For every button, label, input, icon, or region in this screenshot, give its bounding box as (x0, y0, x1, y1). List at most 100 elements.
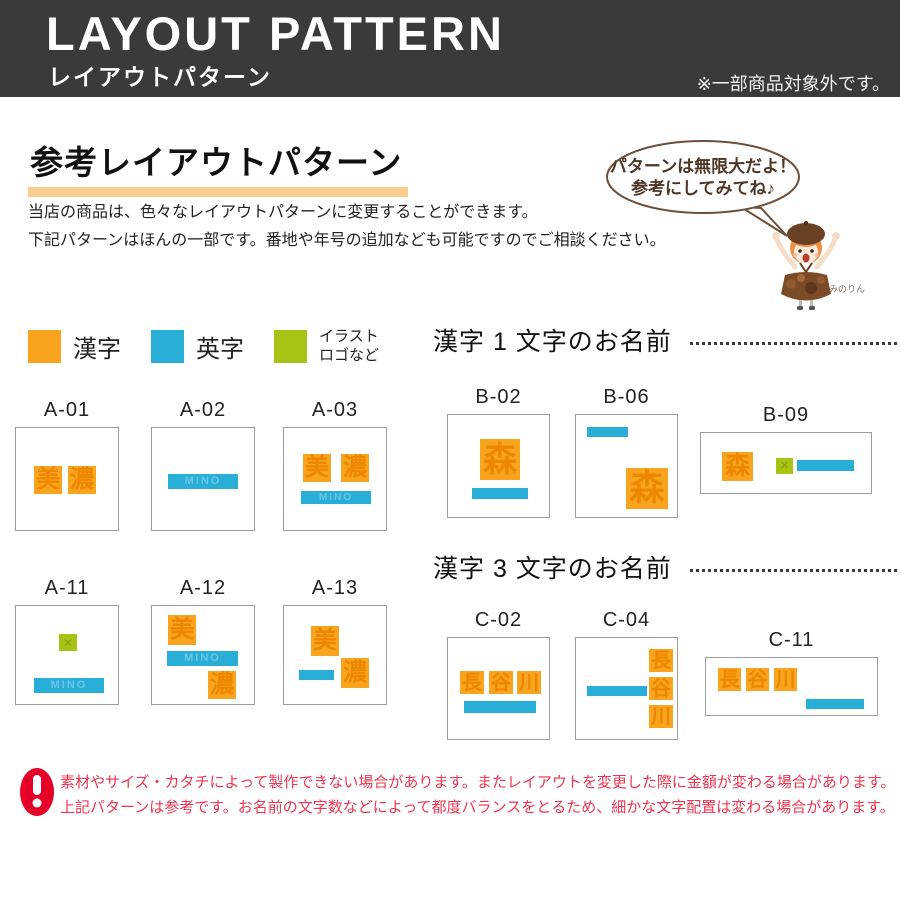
kanji-block: 川 (517, 671, 541, 694)
alpha-hint-text: MINO (50, 679, 88, 691)
kanji-block: 川 (774, 668, 797, 691)
pattern-B-09: B-09 森 ✕ (700, 404, 872, 494)
section-title: 漢字 1 文字のお名前 (433, 328, 672, 356)
pattern-label: A-12 (179, 577, 227, 599)
pattern-box: 長谷川 (575, 637, 678, 740)
alpha-hint-text: MINO (318, 491, 354, 503)
page-subtitle: レイアウトパターン (48, 64, 272, 90)
illust-mark: ✕ (62, 635, 74, 650)
section-title: 漢字 3 文字のお名前 (433, 555, 672, 583)
kanji-glyph: 川 (775, 668, 796, 691)
pattern-C-02: C-02 長谷川 (447, 609, 550, 740)
kanji-glyph: 濃 (343, 454, 367, 481)
legend-label-illust: イラスト ロゴなど (319, 328, 380, 364)
warning-text: 素材やサイズ・カタチによって製作できない場合があります。またレイアウトを変更した… (60, 770, 895, 820)
legend-item-kanji: 漢字 (28, 329, 121, 364)
kanji-block: 美 (303, 454, 331, 482)
mascot-speech-bubble: パターンは無限大だよ！ 参考にしてみてね♪ (606, 140, 865, 310)
pattern-box: MINO (151, 427, 255, 531)
pattern-label: C-04 (602, 609, 651, 631)
alpha-block (587, 427, 628, 437)
kanji-block: 濃 (208, 671, 236, 699)
alpha-block: MINO (34, 678, 104, 693)
kanji-glyph: 濃 (70, 466, 94, 493)
pattern-box: ✕ MINO (15, 605, 119, 705)
illust-mark: ✕ (779, 459, 790, 472)
legend-label-alpha: 英字 (196, 336, 244, 364)
pattern-C-11: C-11 長谷川 (705, 629, 878, 716)
legend-item-illust: イラスト ロゴなど (274, 328, 379, 366)
illust-block: ✕ (776, 458, 793, 474)
kanji-block: 美 (34, 466, 62, 494)
kanji-glyph: 濃 (343, 659, 367, 686)
kanji-block: 長 (460, 671, 484, 694)
alpha-block (299, 670, 334, 680)
illust-color-swatch (274, 330, 307, 364)
pattern-box: 森 (447, 414, 550, 518)
pattern-label: A-13 (311, 577, 359, 599)
pattern-label: A-03 (311, 399, 359, 421)
pattern-label: C-11 (768, 629, 815, 651)
warning-line-1: 素材やサイズ・カタチによって製作できない場合があります。またレイアウトを変更した… (60, 774, 896, 791)
alpha-block (464, 701, 536, 713)
kanji-color-swatch (28, 330, 61, 364)
kanji-block: 美 (311, 626, 339, 656)
kanji-block: 森 (626, 468, 668, 509)
section-kanji-3char: 漢字 3 文字のお名前 (433, 549, 897, 585)
alpha-block: MINO (301, 491, 371, 504)
kanji-block: 美 (168, 615, 196, 645)
pattern-A-12: A-12 美 MINO 濃 (151, 577, 255, 705)
kanji-block: 森 (722, 452, 753, 481)
kanji-glyph: 川 (651, 705, 671, 728)
legend-label-kanji: 漢字 (73, 336, 121, 364)
bubble-line-1: パターンは無限大だよ！ (610, 156, 796, 176)
kanji-glyph: 谷 (651, 677, 671, 700)
kanji-glyph: 長 (462, 671, 482, 694)
pattern-box: 美濃 (15, 427, 119, 531)
pattern-label: A-01 (43, 399, 91, 421)
pattern-label: A-02 (179, 399, 227, 421)
alpha-block (797, 460, 854, 471)
kanji-block: 川 (649, 705, 673, 728)
pattern-label: B-09 (762, 404, 810, 426)
pattern-B-06: B-06 森 (575, 386, 678, 518)
speech-bubble-shape (606, 140, 800, 214)
kanji-glyph: 濃 (210, 671, 234, 698)
intro-heading-wrap: 参考レイアウトパターン (28, 136, 409, 197)
kanji-block: 谷 (746, 668, 769, 691)
kanji-glyph: 美 (36, 466, 60, 493)
pattern-label: C-02 (474, 609, 523, 631)
alpha-color-swatch (151, 330, 184, 364)
kanji-glyph: 美 (313, 627, 337, 654)
dotted-rule (689, 568, 897, 572)
kanji-glyph: 美 (305, 454, 329, 481)
legend: 漢字 英字 イラスト ロゴなど (28, 328, 409, 366)
warning-line-2: 上記パターンは参考です。お名前の文字数などによって都度バランスをとるため、細かな… (60, 799, 895, 817)
kanji-block: 森 (480, 439, 520, 480)
pattern-A-02: A-02 MINO (151, 399, 255, 531)
kanji-block: 濃 (341, 658, 369, 688)
alpha-hint-text: MINO (184, 652, 221, 664)
kanji-block: 長 (649, 649, 673, 672)
pattern-box: 森 (575, 414, 678, 518)
pattern-A-13: A-13 美濃 (283, 577, 387, 705)
mascot-character (772, 221, 840, 310)
pattern-B-02: B-02 森 (447, 386, 550, 518)
pattern-A-03: A-03 美濃 MINO (283, 399, 387, 531)
warning-exclamation-icon (20, 768, 54, 816)
kanji-glyph: 森 (483, 440, 517, 479)
pattern-box: 長谷川 (447, 637, 550, 740)
alpha-block: MINO (167, 651, 238, 666)
alpha-block (806, 699, 864, 709)
kanji-block: 濃 (68, 466, 96, 494)
header-note: ※一部商品対象外です。 (696, 74, 890, 94)
dotted-rule (689, 341, 897, 345)
alpha-block (472, 488, 528, 499)
intro-line-1: 当店の商品は、色々なレイアウトパターンに変更することができます。 (28, 204, 538, 221)
kanji-glyph: 長 (719, 668, 740, 691)
pattern-label: A-11 (44, 577, 90, 599)
pattern-label: B-06 (603, 386, 650, 408)
mascot-name-label: みのりん (829, 284, 865, 294)
alpha-block (587, 686, 647, 696)
